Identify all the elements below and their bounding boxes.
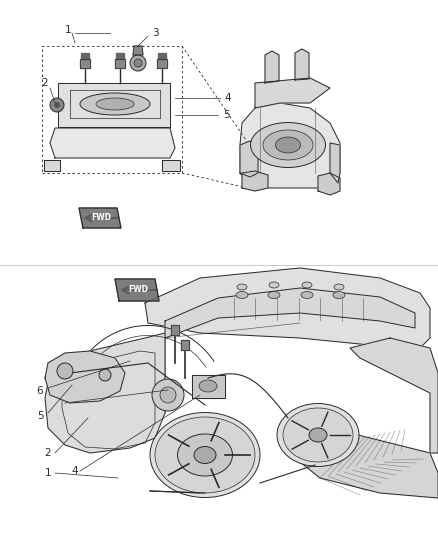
Polygon shape	[240, 103, 340, 188]
Text: 2: 2	[42, 78, 48, 88]
Ellipse shape	[283, 408, 353, 462]
Polygon shape	[50, 128, 175, 158]
Ellipse shape	[96, 98, 134, 110]
Polygon shape	[181, 340, 189, 350]
Text: FWD: FWD	[91, 214, 111, 222]
Ellipse shape	[276, 137, 300, 153]
Ellipse shape	[199, 380, 217, 392]
Polygon shape	[242, 171, 268, 191]
Text: 6: 6	[37, 386, 43, 396]
Text: 3: 3	[152, 28, 158, 38]
Ellipse shape	[277, 403, 359, 466]
Polygon shape	[171, 325, 179, 335]
Polygon shape	[318, 173, 340, 195]
Circle shape	[54, 102, 60, 108]
Ellipse shape	[150, 413, 260, 497]
Ellipse shape	[301, 292, 313, 298]
Polygon shape	[145, 268, 430, 348]
Circle shape	[134, 59, 142, 67]
Ellipse shape	[334, 284, 344, 290]
Ellipse shape	[236, 292, 248, 298]
Text: FWD: FWD	[128, 286, 148, 295]
Text: 5: 5	[37, 411, 43, 421]
Polygon shape	[192, 375, 225, 398]
Polygon shape	[79, 208, 121, 228]
Polygon shape	[158, 53, 166, 59]
Ellipse shape	[251, 123, 325, 167]
Ellipse shape	[177, 434, 233, 476]
Polygon shape	[295, 428, 438, 498]
Polygon shape	[240, 141, 258, 177]
Polygon shape	[265, 51, 279, 83]
Text: 1: 1	[45, 468, 51, 478]
Circle shape	[57, 363, 73, 379]
Polygon shape	[115, 59, 125, 68]
Ellipse shape	[302, 282, 312, 288]
Polygon shape	[58, 83, 170, 127]
Circle shape	[50, 98, 64, 112]
Ellipse shape	[268, 292, 280, 298]
Circle shape	[160, 387, 176, 403]
Circle shape	[152, 379, 184, 411]
Polygon shape	[133, 46, 143, 55]
Polygon shape	[80, 59, 90, 68]
Ellipse shape	[237, 284, 247, 290]
Polygon shape	[350, 338, 438, 453]
Ellipse shape	[263, 130, 313, 160]
Ellipse shape	[269, 282, 279, 288]
Polygon shape	[165, 288, 415, 338]
Polygon shape	[116, 53, 124, 59]
Circle shape	[130, 55, 146, 71]
Polygon shape	[44, 160, 60, 171]
Polygon shape	[295, 49, 309, 80]
Polygon shape	[330, 143, 340, 183]
Text: 4: 4	[225, 93, 231, 103]
Text: 4: 4	[72, 466, 78, 476]
Circle shape	[99, 369, 111, 381]
Polygon shape	[115, 279, 159, 301]
Ellipse shape	[80, 93, 150, 115]
Polygon shape	[45, 351, 125, 403]
Text: 2: 2	[45, 448, 51, 458]
Ellipse shape	[155, 417, 255, 493]
Ellipse shape	[194, 447, 216, 464]
Text: 5: 5	[223, 110, 230, 120]
Polygon shape	[81, 53, 89, 59]
Polygon shape	[162, 160, 180, 171]
Ellipse shape	[333, 292, 345, 298]
Polygon shape	[157, 59, 167, 68]
Ellipse shape	[309, 428, 327, 442]
Polygon shape	[255, 78, 330, 108]
Text: 1: 1	[65, 25, 71, 35]
Polygon shape	[45, 333, 165, 453]
Text: 7: 7	[55, 400, 61, 410]
